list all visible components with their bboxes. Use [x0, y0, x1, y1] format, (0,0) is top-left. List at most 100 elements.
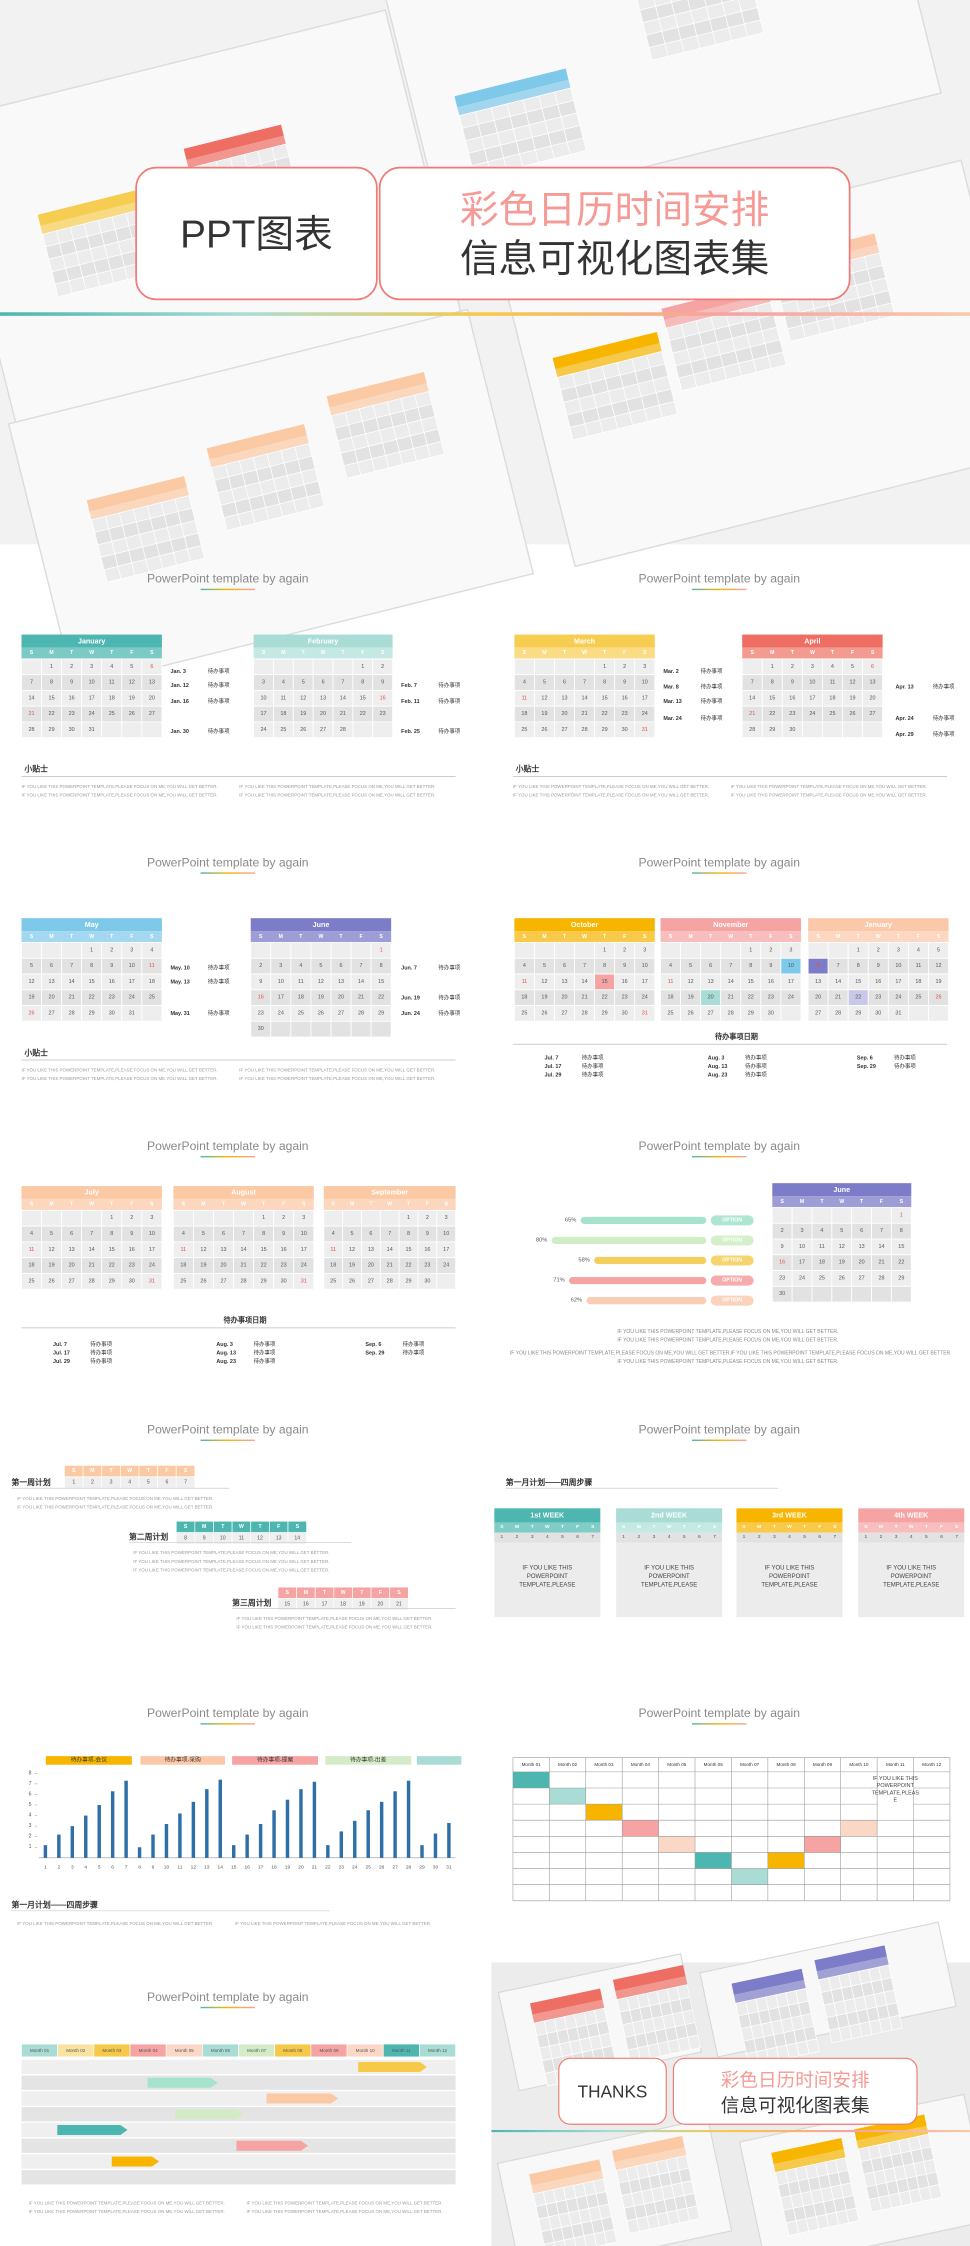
- day-number: 6: [860, 1228, 863, 1234]
- day-cell: [513, 658, 535, 676]
- weekday-row: [664, 293, 771, 329]
- cell-text: TEMPLATE,PLEAS: [872, 1790, 920, 1796]
- day-cell: [101, 721, 123, 739]
- weekday: T: [109, 1468, 113, 1474]
- day-number: 1: [857, 947, 860, 953]
- event-todo: 待办事项: [208, 667, 230, 675]
- day-number: 3: [897, 947, 900, 953]
- weekday-row: [808, 931, 949, 943]
- event-date: Apr. 29: [896, 732, 914, 738]
- day-number: 16: [424, 1247, 430, 1253]
- weekday: M: [800, 1199, 804, 1205]
- option-pill: [710, 1275, 754, 1286]
- x-tick-label: 7: [125, 1864, 128, 1870]
- day-number: 5: [561, 1534, 564, 1540]
- dates-title: 待办事项日期: [224, 1316, 267, 1325]
- day-number: 8: [380, 963, 383, 969]
- table-cell-fill: [731, 1868, 768, 1885]
- month-name: June: [313, 921, 330, 929]
- card-text: IF YOU LIKE THIS: [522, 1565, 572, 1571]
- day-number: 15: [602, 695, 608, 701]
- thanks-subtitle: 信息可视化图表集: [721, 2095, 870, 2116]
- day-number: 29: [602, 1010, 608, 1016]
- calendar-header: [514, 918, 655, 932]
- body-text: IF YOU LIKE THIS POWERPOINT TEMPLATE,PLE…: [133, 1559, 329, 1564]
- day-number: 9: [130, 1231, 133, 1237]
- day-number: 1: [262, 1215, 265, 1221]
- x-tick-label: 20: [298, 1864, 304, 1870]
- weekday: M: [637, 1524, 641, 1530]
- day-number: 2: [877, 947, 880, 953]
- day-cell: [121, 721, 143, 739]
- progress-bar: [551, 1236, 707, 1245]
- day-cell: [680, 942, 702, 959]
- x-tick-label: 26: [379, 1864, 385, 1870]
- bar: [406, 1780, 411, 1858]
- calendar-header: [173, 1186, 314, 1199]
- event-date: May. 13: [171, 980, 190, 986]
- color-stripe: [491, 2129, 970, 2133]
- day-number: 14: [878, 1244, 884, 1250]
- header-accent: [200, 2006, 256, 2009]
- calendar-header: [772, 1183, 912, 1197]
- day-number: 21: [582, 995, 588, 1001]
- event-date: Jul. 7: [53, 1342, 67, 1348]
- thanks-subtitle: 彩色日历时间安排: [721, 2069, 870, 2090]
- event-todo: 待办事项: [438, 697, 460, 705]
- bar: [124, 1780, 128, 1858]
- day-number: 4: [128, 1480, 131, 1486]
- weekday: T: [857, 934, 861, 940]
- table-cell-fill: [695, 1852, 732, 1869]
- day-number: 7: [751, 680, 754, 686]
- bar: [379, 1801, 384, 1858]
- card-text: POWERPOINT: [891, 1574, 932, 1580]
- month-name: January: [865, 921, 892, 929]
- day-number: 25: [915, 995, 921, 1001]
- day-number: 2: [259, 963, 262, 969]
- plan-title: 第一月计划——四周步骤: [506, 1477, 593, 1487]
- x-tick-label: 15: [231, 1864, 237, 1870]
- day-number: 3: [895, 1534, 898, 1540]
- day-number: 20: [870, 695, 876, 701]
- option-pill: [710, 1295, 754, 1306]
- day-number: 11: [668, 979, 674, 985]
- weekday: T: [110, 650, 114, 656]
- weekday: S: [184, 1468, 188, 1474]
- weekday: M: [201, 1202, 205, 1208]
- calendar-header: [21, 918, 162, 932]
- month-name: April: [804, 637, 820, 645]
- day-number: 13: [320, 695, 326, 701]
- day-number: 28: [89, 1278, 95, 1284]
- weekday: F: [359, 934, 362, 940]
- day-number: 26: [541, 727, 547, 733]
- slide-header: PowerPoint template by again: [147, 1706, 309, 1720]
- calendar-header: [86, 476, 187, 512]
- calendar-header: [742, 634, 883, 648]
- day-cell: [843, 2195, 857, 2211]
- weekday: T: [652, 1524, 655, 1530]
- month-name: July: [85, 1189, 99, 1197]
- plan-title: 第二周计划: [129, 1531, 168, 1541]
- day-number: 2: [623, 947, 626, 953]
- header-accent: [200, 1723, 256, 1725]
- week-label: 3rd WEEK: [772, 1511, 807, 1519]
- day-number: 15: [261, 1247, 267, 1253]
- event-date: Jun. 24: [401, 1011, 420, 1017]
- x-tick-label: 18: [271, 1864, 277, 1870]
- weekday: T: [302, 650, 306, 656]
- day-number: 25: [819, 1275, 825, 1281]
- event-todo: 待办事项: [894, 1054, 916, 1062]
- day-number: 2: [880, 1534, 883, 1540]
- bar: [393, 1791, 397, 1858]
- cell-text: IF YOU LIKE THIS: [873, 1776, 919, 1782]
- day-cell: [907, 1005, 929, 1022]
- option-label: OPTION: [722, 1278, 742, 1284]
- day-cell: [811, 1285, 833, 1303]
- event-todo: 待办事项: [933, 683, 955, 691]
- day-number: 4: [523, 963, 526, 969]
- card-text: POWERPOINT: [769, 1574, 810, 1580]
- day-number: 2: [110, 947, 113, 953]
